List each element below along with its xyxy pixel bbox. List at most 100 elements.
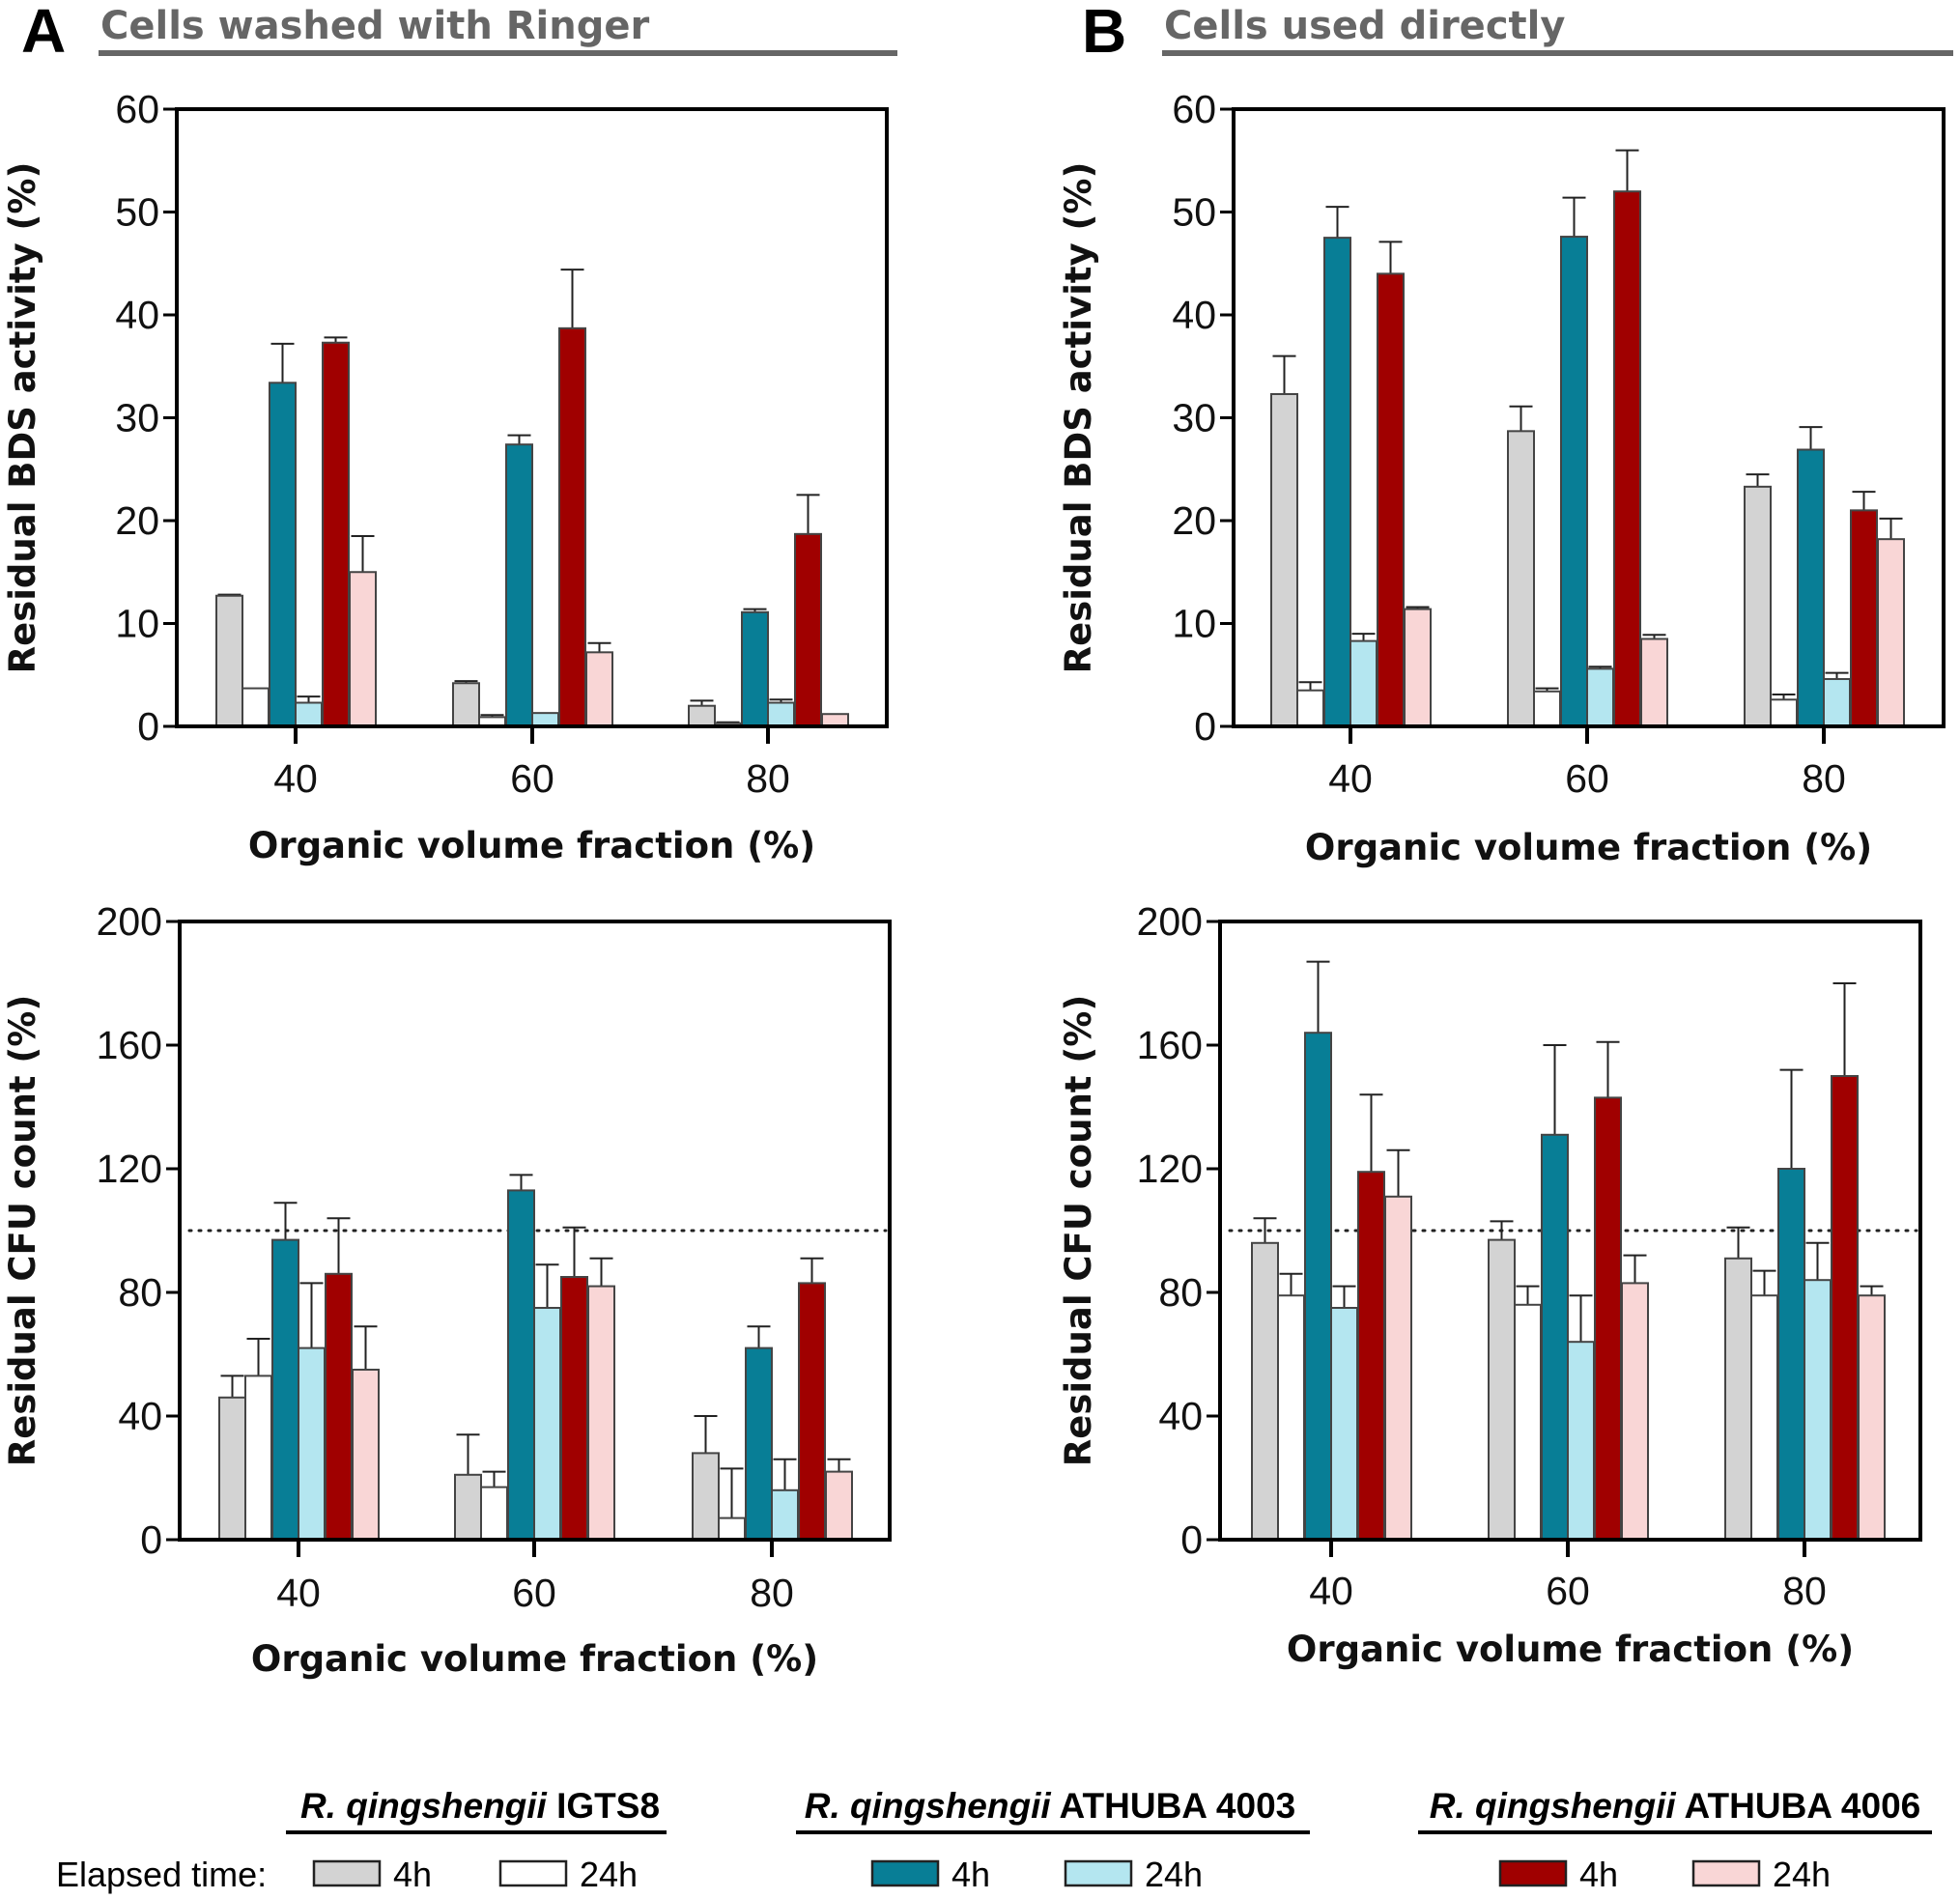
panel-a-header: A Cells washed with Ringer (21, 0, 897, 66)
y-tick-label: 30 (115, 396, 159, 440)
y-tick-label: 200 (97, 899, 162, 944)
bar (298, 1346, 326, 1541)
bar (1514, 1303, 1542, 1542)
y-tick-label: 20 (1172, 498, 1216, 543)
bar (1377, 272, 1405, 727)
legend-strain: IGTS8 (547, 1786, 660, 1826)
legend-group: R. qingshengii IGTS8 4h 24h (286, 1786, 667, 1894)
bar (271, 1238, 299, 1541)
y-tick-label: 120 (1137, 1147, 1203, 1191)
bar (1640, 638, 1668, 727)
x-tick-label: 40 (1309, 1569, 1353, 1613)
bar (1533, 690, 1561, 727)
bar (1323, 237, 1351, 727)
legend-swatch (312, 1859, 382, 1887)
y-tick-label: 40 (1172, 293, 1216, 337)
y-axis-title: Residual CFU count (%) (1058, 995, 1099, 1467)
bar (1541, 1133, 1569, 1542)
x-tick-label: 60 (1546, 1569, 1590, 1613)
x-axis-title: Organic volume fraction (%) (1287, 1629, 1854, 1670)
chart-A-bds: 0 10 20 30 40 50 60 40 60 80 Organic volume fracti… (2, 87, 889, 866)
bar (692, 1452, 720, 1542)
bar (507, 1189, 535, 1542)
bar (480, 1486, 508, 1541)
legend-swatch (1498, 1859, 1568, 1887)
legend-elapsed-label: Elapsed time: (56, 1855, 267, 1894)
chart-B-cfu: 0 40 80 120 160 200 40 60 80 Organic volume fract… (1058, 899, 1922, 1670)
bar (1507, 430, 1535, 727)
bar (1488, 1238, 1516, 1541)
bar (771, 1488, 799, 1542)
x-tick-label: 60 (512, 1571, 556, 1615)
y-tick-label: 0 (1194, 704, 1216, 749)
y-axis-title: Residual CFU count (%) (2, 995, 43, 1467)
bar (1750, 1294, 1778, 1541)
x-axis-title: Organic volume fraction (%) (248, 825, 815, 866)
bar (1804, 1279, 1832, 1541)
y-tick-label: 60 (1172, 87, 1216, 131)
y-tick-label: 30 (1172, 396, 1216, 440)
legend-swatch (1064, 1859, 1133, 1887)
bar (1560, 236, 1588, 727)
x-tick-label: 80 (1802, 756, 1846, 801)
y-tick-label: 80 (1158, 1270, 1203, 1315)
legend-group-title: R. qingshengii ATHUBA 4003 (805, 1786, 1295, 1826)
y-tick-label: 10 (1172, 602, 1216, 646)
bar (505, 443, 533, 727)
y-tick-label: 0 (137, 704, 159, 749)
legend-group-title: R. qingshengii IGTS8 (300, 1786, 660, 1826)
legend-swatch (1691, 1859, 1761, 1887)
x-tick-label: 60 (510, 756, 554, 801)
bar (244, 1375, 272, 1542)
bar (295, 701, 323, 728)
panel-letter: B (1082, 0, 1126, 66)
x-tick-label: 60 (1565, 756, 1609, 801)
panel-b-header: B Cells used directly (1082, 0, 1953, 66)
bar (1744, 485, 1772, 728)
bar (1384, 1195, 1412, 1542)
bar (452, 682, 480, 728)
bar (1831, 1075, 1859, 1541)
bar (587, 1285, 615, 1541)
chart-A-cfu: 0 40 80 120 160 200 40 60 80 Organic volume fract… (2, 899, 892, 1680)
legend-strain: ATHUBA 4006 (1676, 1786, 1921, 1826)
bar (325, 1272, 353, 1542)
bar (1877, 538, 1905, 727)
x-tick-label: 40 (1328, 756, 1373, 801)
y-tick-label: 120 (97, 1147, 162, 1191)
bar (1357, 1171, 1385, 1541)
legend-item-label: 24h (580, 1855, 638, 1894)
bar (1330, 1307, 1358, 1541)
panel-letter: A (21, 0, 66, 66)
bar (1858, 1294, 1886, 1541)
bar (215, 594, 243, 727)
bar (741, 610, 769, 727)
bar (1349, 639, 1378, 727)
y-tick-label: 160 (1137, 1023, 1203, 1067)
legend-item-label: 4h (952, 1855, 990, 1894)
bar (1823, 678, 1851, 728)
bar (1594, 1096, 1622, 1542)
x-axis-title: Organic volume fraction (%) (251, 1638, 818, 1680)
bar (558, 326, 586, 727)
bar (1304, 1032, 1332, 1541)
bar (798, 1282, 826, 1542)
legend-group: R. qingshengii ATHUBA 4006 4h 24h (1418, 1786, 1932, 1894)
bar (825, 1470, 853, 1541)
bar (1770, 698, 1798, 727)
bar (1777, 1168, 1805, 1541)
bar (688, 704, 716, 728)
bar (454, 1473, 482, 1542)
x-axis-title: Organic volume fraction (%) (1305, 827, 1872, 868)
plot-frame (1218, 920, 1922, 1542)
bar (533, 1307, 561, 1541)
legend-strain: ATHUBA 4003 (1051, 1786, 1296, 1826)
bar (718, 1516, 746, 1541)
bar (1277, 1294, 1305, 1541)
bar (767, 701, 795, 728)
bar (560, 1276, 588, 1541)
legend-item-label: 24h (1773, 1855, 1831, 1894)
bar (1613, 190, 1641, 727)
